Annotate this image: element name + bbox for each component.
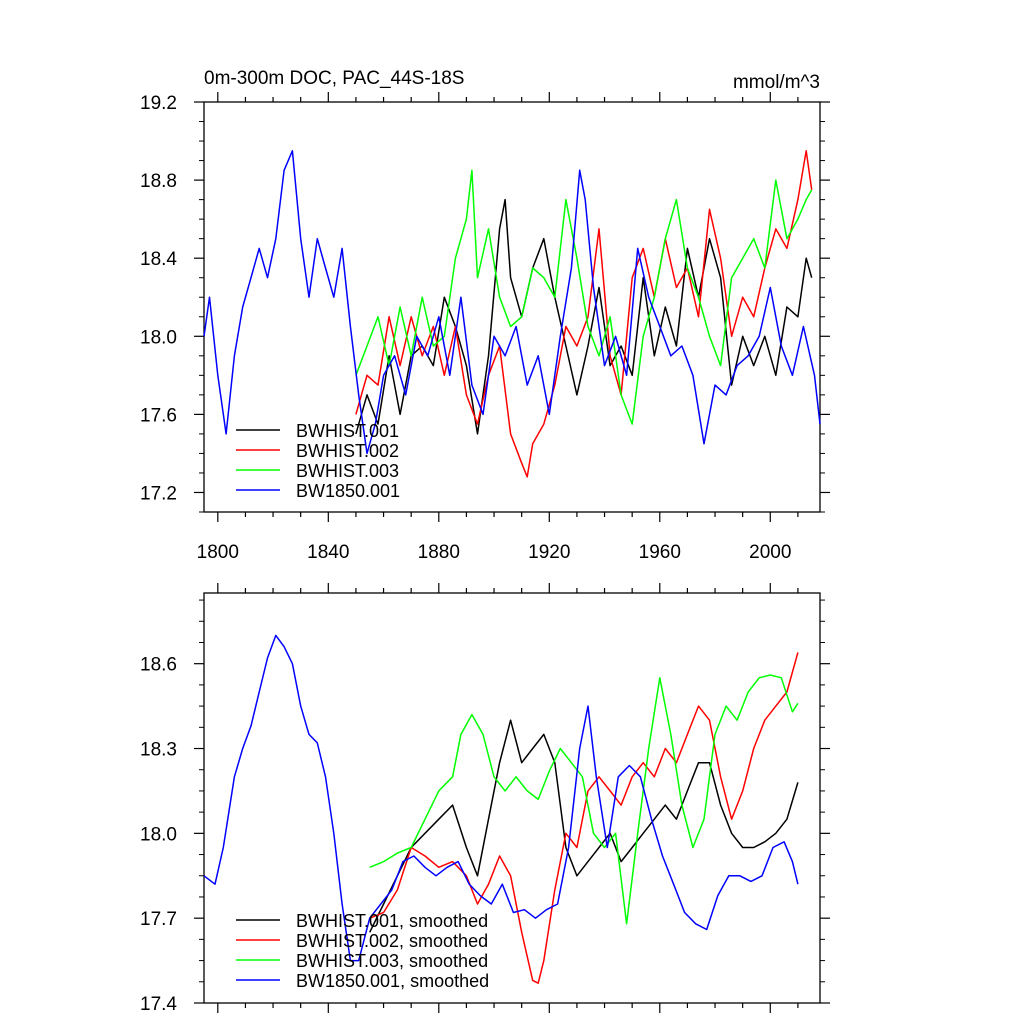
top-series-line-bw1850-001	[203, 150, 821, 455]
top-series-line-bwhist-003	[355, 169, 813, 425]
top-y-tick-label: 18.8	[140, 171, 177, 192]
top-y-tick-label: 17.2	[140, 483, 177, 504]
top-x-tick-label: 2000	[749, 542, 791, 563]
top-x-tick-label: 1840	[307, 542, 349, 563]
top-legend-label: BWHIST.002	[296, 441, 399, 461]
bottom-legend-label: BWHIST.001, smoothed	[296, 911, 488, 931]
bottom-legend-label: BWHIST.002, smoothed	[296, 931, 488, 951]
top-x-tick-label: 1920	[528, 542, 570, 563]
top-series-line-bwhist-002	[355, 150, 813, 478]
bottom-y-tick-label: 18.6	[140, 655, 177, 676]
top-y-tick-label: 18.0	[140, 327, 177, 348]
bottom-series-line-bwhist-003	[369, 674, 799, 925]
bottom-y-tick-label: 17.4	[140, 994, 177, 1015]
top-legend-label: BWHIST.003	[296, 461, 399, 481]
bottom-y-tick-label: 18.0	[140, 824, 177, 845]
top-series-line-bwhist-001	[355, 198, 813, 435]
bottom-legend-label: BWHIST.003, smoothed	[296, 951, 488, 971]
top-x-tick-label: 1800	[197, 542, 239, 563]
bottom-y-tick-label: 18.3	[140, 740, 177, 761]
bottom-y-tick-label: 17.7	[140, 909, 177, 930]
top-y-tick-label: 17.6	[140, 405, 177, 426]
bottom-series-line-bwhist-002	[369, 652, 799, 984]
bottom-series-line-bw1850-001	[203, 634, 799, 962]
top-legend-label: BW1850.001	[296, 481, 400, 501]
top-chart-title: 0m-300m DOC, PAC_44S-18S	[204, 68, 464, 89]
top-panel: 0m-300m DOC, PAC_44S-18S mmol/m^3 1800 18…	[140, 68, 830, 563]
top-x-tick-label: 1960	[639, 542, 681, 563]
bottom-series-line-bwhist-001	[369, 719, 799, 933]
top-legend-label: BWHIST.001	[296, 421, 399, 441]
top-chart-units: mmol/m^3	[733, 72, 820, 93]
top-y-tick-label: 19.2	[140, 93, 177, 114]
top-x-tick-label: 1880	[418, 542, 460, 563]
top-plot-frame	[203, 101, 821, 513]
top-y-tick-label: 18.4	[140, 249, 177, 270]
bottom-plot-frame	[203, 592, 821, 1004]
bottom-legend-label: BW1850.001, smoothed	[296, 971, 489, 991]
bottom-panel: 17.4 17.7 18.0 18.3 18.6 BWHIST.001, smoothed…	[140, 583, 830, 1015]
